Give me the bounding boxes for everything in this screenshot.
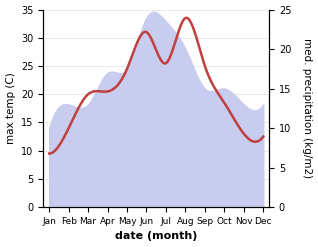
Y-axis label: max temp (C): max temp (C) <box>5 72 16 144</box>
X-axis label: date (month): date (month) <box>115 231 197 242</box>
Y-axis label: med. precipitation (kg/m2): med. precipitation (kg/m2) <box>302 38 313 178</box>
